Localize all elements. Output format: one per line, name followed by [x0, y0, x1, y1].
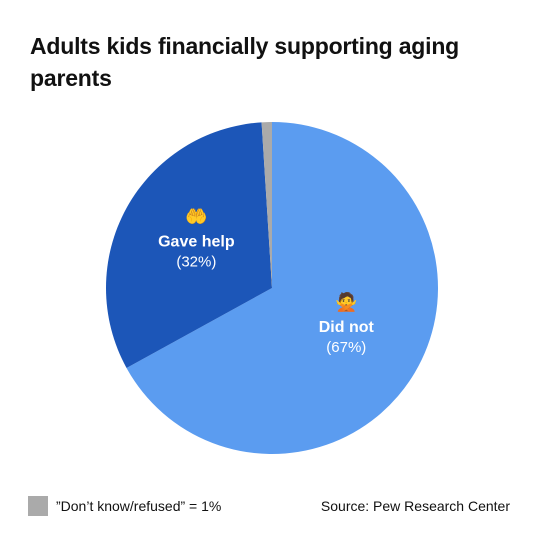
legend-swatch-dont-know [28, 496, 48, 516]
chart-title: Adults kids financially supporting aging… [30, 33, 460, 91]
slice-label-did-not: Did not [319, 319, 375, 336]
no-money-icon: 🙅 [335, 291, 357, 313]
pie-slice-did-not [126, 122, 439, 455]
raised-hands-icon: 🤲 [185, 206, 207, 227]
legend: ”Don’t know/refused” = 1% [28, 496, 221, 516]
legend-label-dont-know: ”Don’t know/refused” = 1% [56, 498, 222, 514]
pie-labels: 🙅 Did not (67%) 🤲 Gave help (32%) [158, 206, 374, 356]
pie-slice-don-t-know-refused [261, 122, 272, 288]
pie-slices [106, 122, 439, 455]
pie-slice-gave-help [106, 122, 272, 368]
slice-value-gave-help: (32%) [176, 253, 216, 270]
chart-footer: ”Don’t know/refused” = 1% Source: Pew Re… [0, 496, 544, 520]
source-note: Source: Pew Research Center [320, 498, 510, 514]
slice-label-gave-help: Gave help [158, 233, 235, 250]
slice-value-did-not: (67%) [326, 339, 366, 356]
